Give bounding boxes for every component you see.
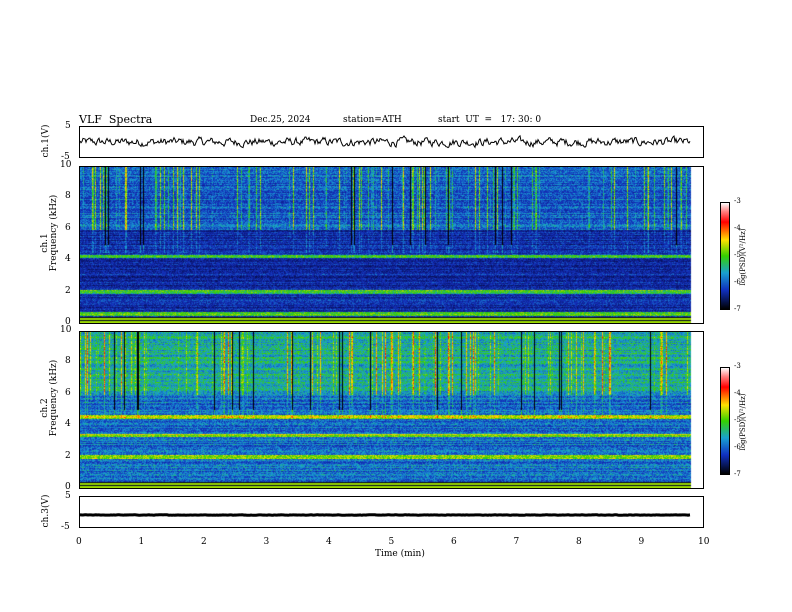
spec2-ytick: 0 <box>65 482 71 492</box>
x-tick-label: 6 <box>451 537 457 547</box>
ch1-spectrogram-canvas <box>80 167 703 323</box>
ch3-ytick-top: 5 <box>65 491 71 501</box>
colorbar-tick: -3 <box>734 197 741 205</box>
x-tick-label: 0 <box>76 537 82 547</box>
ch2-spectrogram-canvas <box>80 332 703 488</box>
spec2-ytick: 10 <box>60 325 72 335</box>
ch2-colorbar <box>720 367 730 475</box>
x-tick-label: 1 <box>138 537 145 547</box>
x-tick-label: 9 <box>638 537 645 547</box>
ch2-colorbar-label: log(PSD)(V²/Hz) <box>739 393 747 451</box>
colorbar-tick: -6 <box>734 443 741 451</box>
spec2-ytick: 6 <box>65 387 71 398</box>
ch1-ytick-top: 5 <box>65 121 71 131</box>
spec1-ytick: 4 <box>65 254 71 265</box>
ch1-ytick-bottom: -5 <box>61 152 70 162</box>
spec1-ytick: 2 <box>65 285 71 296</box>
start-time-label: start UT = 17: 30: 0 <box>438 115 542 125</box>
spec2-ytick: 2 <box>65 450 71 461</box>
colorbar-tick: -5 <box>734 416 741 424</box>
x-tick-label: 8 <box>576 537 582 547</box>
spec1-ytick: 6 <box>65 222 71 233</box>
colorbar-tick: -6 <box>734 278 741 286</box>
x-tick-label: 5 <box>388 537 395 547</box>
ch1-colorbar-label: log(PSD)(V²/Hz) <box>739 228 747 286</box>
ch1-waveform-svg <box>80 134 691 149</box>
spec1-ytick: 10 <box>60 160 72 170</box>
x-tick-label: 4 <box>326 537 332 547</box>
waveform-trace <box>80 513 691 517</box>
date-label: Dec.25, 2024 <box>250 115 311 125</box>
colorbar-tick: -5 <box>734 251 741 259</box>
x-tick-label: 10 <box>698 537 710 547</box>
x-tick-label: 3 <box>263 537 270 547</box>
colorbar-tick: -7 <box>734 305 741 313</box>
ch1-frequency-label: Frequency (kHz) <box>49 194 59 272</box>
colorbar-tick: -4 <box>734 224 741 232</box>
ch3-ylabel: ch.3(V) <box>41 494 51 528</box>
waveform-trace <box>80 134 691 149</box>
ch3-waveform-panel <box>79 496 704 528</box>
ch1-spectrogram <box>79 166 704 324</box>
ch1-ylabel: ch.1(V) <box>41 124 51 158</box>
spec1-ytick: 8 <box>65 191 71 202</box>
x-tick-label: 7 <box>513 537 520 547</box>
spec2-ytick: 8 <box>65 356 71 367</box>
ch1-waveform-panel <box>79 126 704 158</box>
ch2-frequency-label: Frequency (kHz) <box>49 359 59 437</box>
ch3-waveform-svg <box>80 513 691 517</box>
x-axis-label: Time (min) <box>375 549 425 559</box>
colorbar-tick: -4 <box>734 389 741 397</box>
ch2-spectrogram <box>79 331 704 489</box>
spec1-ytick: 0 <box>65 317 71 327</box>
x-tick-label: 2 <box>201 537 207 547</box>
station-label: station=ATH <box>343 115 402 125</box>
ch1-colorbar <box>720 202 730 310</box>
colorbar-tick: -7 <box>734 470 741 478</box>
spec2-ytick: 4 <box>65 419 71 430</box>
colorbar-tick: -3 <box>734 362 741 370</box>
ch3-ytick-bottom: -5 <box>61 522 70 532</box>
chart-title: VLF Spectra <box>79 113 153 126</box>
